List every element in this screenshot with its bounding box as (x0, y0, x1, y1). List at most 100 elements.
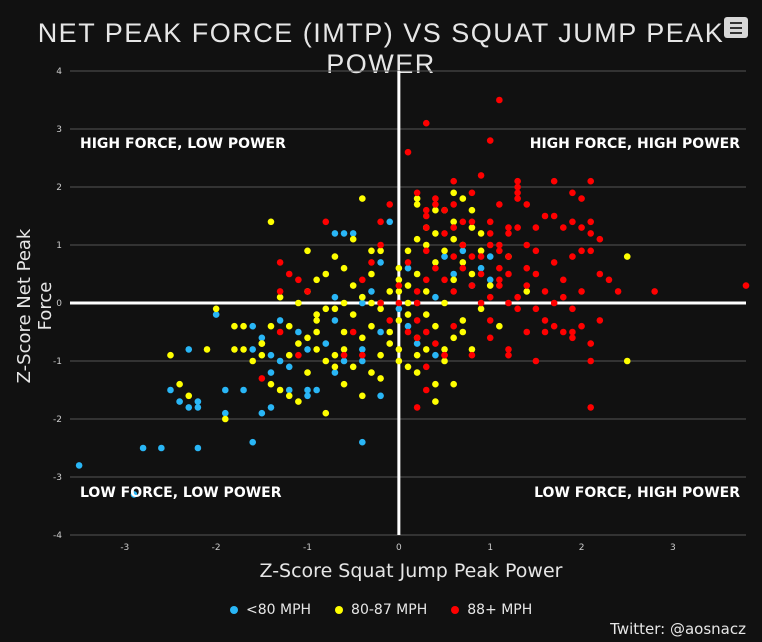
data-point (285, 386, 293, 394)
y-tick-label: 2 (56, 183, 62, 193)
data-point (240, 346, 247, 353)
data-point (596, 317, 604, 324)
data-point (532, 247, 540, 255)
legend-item-88-plus[interactable]: 88+ MPH (451, 602, 532, 618)
data-point (331, 230, 339, 237)
legend-marker (230, 606, 238, 614)
data-point (413, 201, 421, 208)
chart-title: NET PEAK FORCE (IMTP) VS SQUAT JUMP PEAK… (37, 18, 725, 79)
data-point (359, 276, 366, 284)
data-point (404, 311, 412, 318)
data-point (468, 270, 476, 278)
data-point (267, 380, 275, 388)
data-point (441, 206, 448, 214)
data-point (468, 346, 476, 353)
data-point (459, 218, 467, 226)
data-point (267, 322, 275, 330)
data-point (221, 386, 229, 394)
data-point (569, 253, 576, 260)
data-point (313, 346, 320, 353)
hamburger-menu-icon[interactable] (724, 17, 748, 38)
data-point (422, 363, 430, 371)
data-point (359, 346, 366, 353)
data-point (450, 270, 457, 278)
data-point (267, 369, 275, 376)
x-axis-label: Z-Score Squat Jump Peak Power (259, 560, 563, 582)
data-point (413, 334, 421, 342)
data-point (523, 201, 531, 208)
data-point (295, 328, 302, 336)
data-point (368, 322, 375, 330)
data-point (304, 247, 311, 255)
data-point (258, 340, 266, 347)
data-point (523, 264, 531, 272)
data-point (477, 264, 485, 272)
data-point (404, 363, 412, 371)
data-point (422, 346, 430, 353)
data-point (331, 351, 339, 359)
data-point (221, 409, 229, 417)
data-point (377, 218, 384, 226)
data-point (386, 340, 394, 347)
data-point (550, 299, 558, 307)
data-point (569, 334, 576, 342)
data-point (514, 293, 521, 301)
data-point (377, 351, 384, 359)
data-point (587, 177, 595, 185)
data-point (231, 346, 238, 353)
data-point (395, 357, 403, 365)
data-point (422, 224, 430, 231)
data-point (514, 189, 521, 197)
data-point (450, 189, 457, 197)
data-point (295, 351, 302, 359)
data-point (158, 444, 165, 452)
data-point (340, 230, 348, 237)
data-point (450, 253, 457, 260)
legend-item-under-80[interactable]: <80 MPH (230, 602, 311, 618)
data-point (432, 264, 439, 272)
data-point (477, 270, 485, 278)
data-point (505, 230, 512, 237)
data-point (559, 328, 567, 336)
y-tick-label: 3 (56, 125, 62, 135)
data-point (322, 409, 330, 417)
data-point (304, 369, 311, 376)
data-point (377, 392, 384, 400)
data-point (167, 386, 174, 394)
data-point (404, 322, 412, 330)
x-tick-label: -3 (120, 543, 129, 553)
data-point (240, 322, 247, 330)
data-point (623, 253, 631, 260)
data-point (395, 317, 403, 324)
data-point (249, 322, 257, 330)
data-point (368, 299, 375, 307)
data-point (569, 189, 576, 197)
legend-label: 88+ MPH (467, 602, 533, 618)
legend-item-80-87[interactable]: 80-87 MPH (335, 602, 427, 618)
data-point (477, 299, 485, 307)
data-point (432, 293, 439, 301)
data-point (413, 351, 421, 359)
data-point (377, 259, 384, 266)
data-point (359, 438, 366, 446)
data-point (322, 305, 330, 313)
data-point (450, 276, 457, 284)
data-point (514, 195, 521, 202)
data-point (340, 346, 348, 353)
data-point (395, 282, 403, 289)
y-tick-label: -4 (53, 531, 62, 541)
data-point (578, 224, 585, 231)
data-point (432, 230, 439, 237)
data-point (486, 276, 494, 284)
data-point (496, 276, 503, 284)
data-point (496, 282, 503, 289)
data-point (596, 270, 604, 278)
data-point (587, 230, 595, 237)
x-tick-label: -1 (303, 543, 312, 553)
data-point (395, 299, 403, 307)
data-point (459, 259, 467, 266)
data-point (240, 386, 247, 394)
data-point (185, 346, 193, 353)
data-point (450, 322, 457, 330)
data-point (514, 177, 521, 185)
